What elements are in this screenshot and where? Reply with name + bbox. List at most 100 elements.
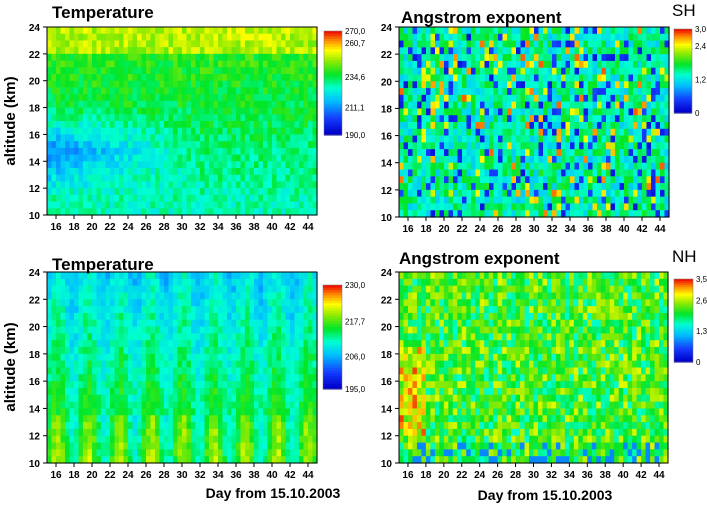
heatmap-cell xyxy=(101,367,107,375)
heatmap-cell xyxy=(579,176,585,184)
heatmap-cell xyxy=(276,285,282,294)
heatmap-cell xyxy=(574,74,580,82)
heatmap-cell xyxy=(60,53,66,62)
heatmap-cell xyxy=(538,210,544,218)
heatmap-cell xyxy=(240,319,246,328)
heatmap-cell xyxy=(105,333,111,341)
heatmap-cell xyxy=(119,367,125,375)
heatmap-cell xyxy=(159,141,165,149)
heatmap-cell xyxy=(119,442,125,450)
heatmap-cell xyxy=(547,128,553,137)
heatmap-cell xyxy=(56,94,62,102)
heatmap-cell xyxy=(435,203,441,211)
heatmap-cell xyxy=(195,319,201,328)
heatmap-cell xyxy=(78,53,84,62)
heatmap-cell xyxy=(480,183,486,191)
heatmap-cell xyxy=(96,408,102,416)
heatmap-cell xyxy=(159,154,165,162)
heatmap-cell xyxy=(96,422,102,430)
heatmap-cell xyxy=(583,122,589,130)
heatmap-cell xyxy=(231,40,237,48)
heatmap-cell xyxy=(182,100,188,109)
heatmap-cell xyxy=(664,115,670,123)
heatmap-cell xyxy=(534,60,540,69)
heatmap-cell xyxy=(114,285,120,294)
heatmap-cell xyxy=(65,147,71,156)
heatmap-cell xyxy=(312,201,318,209)
y-tick-label: 18 xyxy=(381,104,393,115)
heatmap-cell xyxy=(101,94,107,102)
heatmap-cell xyxy=(258,161,264,169)
heatmap-cell xyxy=(123,381,129,389)
heatmap-cell xyxy=(606,54,612,62)
heatmap-cell xyxy=(624,101,630,110)
heatmap-cell xyxy=(493,88,499,96)
heatmap-cell xyxy=(227,114,233,122)
heatmap-cell xyxy=(588,101,594,110)
heatmap-cell xyxy=(227,312,233,321)
heatmap-cell xyxy=(168,428,174,437)
heatmap-cell xyxy=(191,408,197,416)
heatmap-cell xyxy=(155,168,161,176)
heatmap-cell xyxy=(276,100,282,109)
heatmap-cell xyxy=(200,194,206,203)
heatmap-cell xyxy=(308,100,314,109)
heatmap-cell xyxy=(177,272,183,280)
heatmap-cell xyxy=(128,67,134,75)
heatmap-cell xyxy=(65,121,71,129)
heatmap-cell xyxy=(195,181,201,189)
heatmap-cell xyxy=(601,189,607,198)
heatmap-cell xyxy=(267,60,273,68)
heatmap-cell xyxy=(51,442,57,450)
heatmap-cell xyxy=(444,108,450,116)
heatmap-cell xyxy=(430,33,436,42)
heatmap-cell xyxy=(484,162,490,171)
heatmap-cell xyxy=(56,394,62,403)
heatmap-cell xyxy=(664,47,670,55)
heatmap-cell xyxy=(114,292,120,300)
heatmap-cell xyxy=(245,87,251,95)
heatmap-cell xyxy=(132,387,138,396)
heatmap-cell xyxy=(597,203,603,211)
heatmap-cell xyxy=(186,312,192,321)
heatmap-cell xyxy=(619,54,625,62)
heatmap-cell xyxy=(51,188,57,196)
colorbar-swatch xyxy=(324,59,342,63)
heatmap-cell xyxy=(227,107,233,115)
heatmap-cell xyxy=(619,122,625,130)
heatmap-cell xyxy=(281,147,287,156)
heatmap-cell xyxy=(204,154,210,162)
heatmap-cell xyxy=(606,210,612,218)
heatmap-cell xyxy=(457,27,463,35)
heatmap-cell xyxy=(146,60,152,68)
heatmap-cell xyxy=(254,312,260,321)
heatmap-cell xyxy=(150,100,156,109)
heatmap-cell xyxy=(299,154,305,162)
heatmap-cell xyxy=(624,155,630,164)
heatmap-cell xyxy=(87,161,93,169)
heatmap-cell xyxy=(254,381,260,389)
heatmap-cell xyxy=(195,121,201,129)
heatmap-cell xyxy=(245,347,251,355)
heatmap-cell xyxy=(547,176,553,184)
heatmap-cell xyxy=(597,81,603,89)
heatmap-cell xyxy=(83,174,89,183)
heatmap-cell xyxy=(96,100,102,109)
heatmap-cell xyxy=(47,312,53,321)
heatmap-cell xyxy=(245,435,251,444)
heatmap-cell xyxy=(213,208,219,216)
heatmap-cell xyxy=(128,168,134,176)
heatmap-cell xyxy=(254,285,260,294)
heatmap-cell xyxy=(606,60,612,69)
heatmap-cell xyxy=(466,67,472,76)
heatmap-cell xyxy=(101,347,107,355)
heatmap-cell xyxy=(218,201,224,209)
heatmap-cell xyxy=(628,162,634,171)
heatmap-cell xyxy=(110,326,116,334)
heatmap-cell xyxy=(276,74,282,82)
heatmap-cell xyxy=(240,47,246,55)
heatmap-cell xyxy=(570,94,576,103)
heatmap-cell xyxy=(78,292,84,300)
heatmap-cell xyxy=(592,128,598,137)
heatmap-cell xyxy=(186,107,192,115)
